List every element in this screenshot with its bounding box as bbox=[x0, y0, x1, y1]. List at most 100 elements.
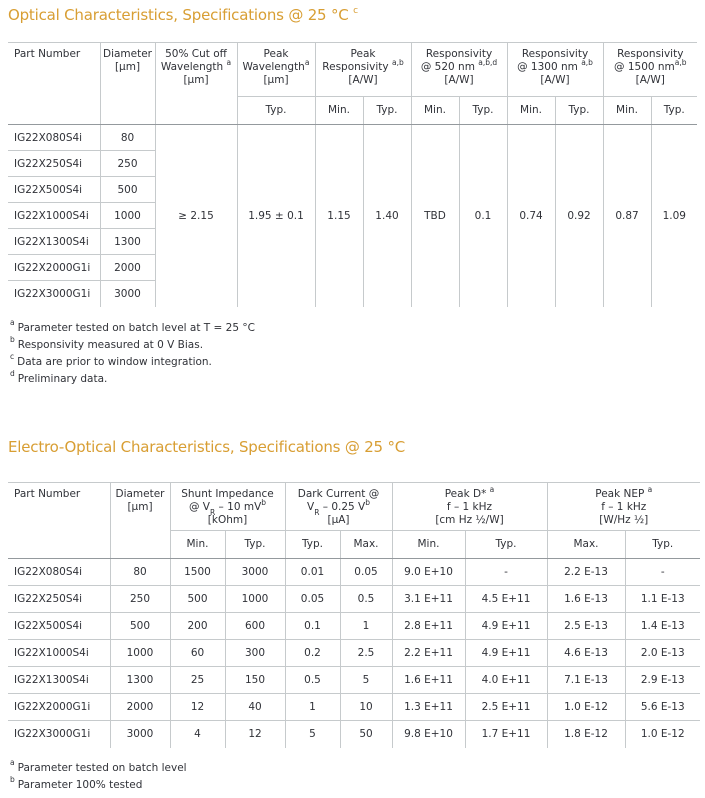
cell-part-number: IG22X500S4i bbox=[8, 176, 100, 203]
cell-dstar-min: 3.1 E+11 bbox=[391, 585, 465, 613]
subheader-typ: Typ. bbox=[224, 530, 285, 559]
cell-dark-typ: 0.5 bbox=[284, 666, 340, 694]
cell-nep-typ: 5.6 E-13 bbox=[624, 693, 701, 721]
cell-shunt-min: 500 bbox=[169, 585, 225, 613]
cell-dstar-typ: 4.9 E+11 bbox=[464, 612, 547, 640]
cell-nep-max: 2.5 E-13 bbox=[546, 612, 625, 640]
table-subheader-row: Min. Typ. Typ. Max. Min. Typ. Max. Typ. bbox=[8, 530, 701, 559]
cell-dstar-typ: 4.9 E+11 bbox=[464, 639, 547, 667]
cell-shunt-typ: 150 bbox=[224, 666, 285, 694]
footnote: a Parameter tested on batch level at T = … bbox=[10, 318, 255, 337]
cell-part-number: IG22X500S4i bbox=[8, 612, 110, 640]
cell-shunt-typ: 300 bbox=[224, 639, 285, 667]
cell-dstar-min: 1.6 E+11 bbox=[391, 666, 465, 694]
table-row: IG22X2000G1i 2000 12 40 1 10 1.3 E+11 2.… bbox=[8, 693, 701, 721]
footnote-text: Preliminary data. bbox=[17, 373, 108, 385]
footnote: d Preliminary data. bbox=[10, 369, 255, 388]
table-row: IG22X250S4i 250 bbox=[8, 150, 697, 177]
cell-cutoff-wavelength: ≥ 2.15 bbox=[154, 124, 237, 307]
table-subheader-row: Typ. Min. Typ. Min. Typ. Min. Typ. Min. … bbox=[8, 96, 698, 125]
cell-shunt-typ: 12 bbox=[224, 720, 285, 748]
cell-nep-max: 7.1 E-13 bbox=[546, 666, 625, 694]
table-row: IG22X3000G1i 3000 4 12 5 50 9.8 E+10 1.7… bbox=[8, 720, 701, 748]
cell-resp-1500-min: 0.87 bbox=[602, 124, 652, 307]
cell-diameter: 500 bbox=[99, 176, 155, 203]
cell-dstar-min: 1.3 E+11 bbox=[391, 693, 465, 721]
footnote-marker: c bbox=[10, 351, 15, 361]
table-row: IG22X080S4i 80 1500 3000 0.01 0.05 9.0 E… bbox=[8, 558, 701, 586]
subheader-min: Min. bbox=[506, 96, 556, 125]
cell-nep-typ: 2.9 E-13 bbox=[624, 666, 701, 694]
table-row: IG22X2000G1i 2000 bbox=[8, 254, 697, 281]
column-header-shunt-impedance: Shunt Impedance @ VR – 10 mVb [kOhm] bbox=[169, 482, 285, 531]
cell-shunt-typ: 40 bbox=[224, 693, 285, 721]
footnote-marker: b bbox=[10, 774, 15, 784]
cell-dstar-min: 2.8 E+11 bbox=[391, 612, 465, 640]
column-header-responsivity-520nm: Responsivity @ 520 nm a,b,d [A/W] bbox=[410, 42, 508, 97]
cell-diameter: 2000 bbox=[109, 693, 170, 721]
cell-nep-typ: 1.0 E-12 bbox=[624, 720, 701, 748]
cell-diameter: 80 bbox=[109, 558, 170, 586]
cell-resp-1500-typ: 1.09 bbox=[650, 124, 698, 307]
table-header-row: Part Number Diameter [μm] 50% Cut off Wave… bbox=[8, 42, 698, 125]
table-row: IG22X1300S4i 1300 25 150 0.5 5 1.6 E+11 … bbox=[8, 666, 701, 694]
footnote-text: Parameter tested on batch level bbox=[17, 762, 187, 774]
cell-part-number: IG22X2000G1i bbox=[8, 693, 110, 721]
subheader-typ: Typ. bbox=[650, 96, 698, 125]
column-header-diameter: Diameter [μm] bbox=[99, 42, 155, 125]
subheader-typ: Typ. bbox=[458, 96, 508, 125]
subheader-min: Min. bbox=[169, 530, 225, 559]
cell-dstar-min: 9.8 E+10 bbox=[391, 720, 465, 748]
cell-dark-max: 0.5 bbox=[339, 585, 392, 613]
cell-resp-1300-min: 0.74 bbox=[506, 124, 556, 307]
footnote: a Parameter tested on batch level bbox=[10, 758, 187, 777]
cell-nep-typ: 1.1 E-13 bbox=[624, 585, 701, 613]
subheader-min: Min. bbox=[391, 530, 465, 559]
cell-dark-typ: 0.2 bbox=[284, 639, 340, 667]
subheader-typ: Typ. bbox=[464, 530, 547, 559]
cell-nep-max: 1.0 E-12 bbox=[546, 693, 625, 721]
cell-shunt-min: 4 bbox=[169, 720, 225, 748]
optical-section-title: Optical Characteristics, Specifications … bbox=[8, 6, 358, 24]
optical-footnotes: a Parameter tested on batch level at T = … bbox=[10, 318, 255, 388]
cell-part-number: IG22X3000G1i bbox=[14, 728, 91, 741]
cell-shunt-min: 25 bbox=[169, 666, 225, 694]
column-header-part-number: Part Number bbox=[8, 482, 110, 559]
subheader-max: Max. bbox=[339, 530, 392, 559]
column-header-cutoff-wavelength: 50% Cut off Wavelength a [μm] bbox=[154, 42, 237, 125]
cell-dstar-typ: 4.0 E+11 bbox=[464, 666, 547, 694]
cell-dark-typ: 1 bbox=[284, 693, 340, 721]
table-row: IG22X080S4i 80 ≥ 2.15 1.95 ± 0.1 1.15 1.… bbox=[8, 124, 698, 307]
cell-nep-max: 2.2 E-13 bbox=[546, 558, 625, 586]
footnote-text: Parameter 100% tested bbox=[17, 779, 143, 791]
subheader-min: Min. bbox=[410, 96, 459, 125]
cell-part-number: IG22X1000S4i bbox=[8, 202, 100, 229]
cell-dark-max: 50 bbox=[339, 720, 392, 748]
cell-peak-wavelength-typ: 1.95 ± 0.1 bbox=[236, 124, 315, 307]
footnote-text: Data are prior to window integration. bbox=[17, 356, 212, 368]
cell-part-number: IG22X2000G1i bbox=[8, 254, 100, 281]
cell-dstar-typ: 1.7 E+11 bbox=[464, 720, 547, 748]
cell-dstar-min: 2.2 E+11 bbox=[391, 639, 465, 667]
cell-nep-typ: - bbox=[624, 558, 701, 586]
footnote: b Parameter 100% tested bbox=[10, 774, 187, 794]
column-header-part-number: Part Number bbox=[8, 42, 100, 125]
optical-table-body: IG22X080S4i 80 ≥ 2.15 1.95 ± 0.1 1.15 1.… bbox=[8, 124, 698, 307]
subheader-min: Min. bbox=[314, 96, 363, 125]
cell-dstar-typ: 2.5 E+11 bbox=[464, 693, 547, 721]
cell-part-number: IG22X3000G1i bbox=[14, 287, 91, 300]
cell-shunt-typ: 3000 bbox=[224, 558, 285, 586]
cell-shunt-min: 1500 bbox=[169, 558, 225, 586]
column-header-peak-responsivity: Peak Responsivity a,b [A/W] bbox=[314, 42, 411, 97]
cell-peak-resp-typ: 1.40 bbox=[362, 124, 411, 307]
cell-nep-typ: 2.0 E-13 bbox=[624, 639, 701, 667]
cell-shunt-min: 12 bbox=[169, 693, 225, 721]
subheader-typ: Typ. bbox=[236, 96, 315, 125]
cell-dark-max: 10 bbox=[339, 693, 392, 721]
cell-diameter: 3000 bbox=[109, 720, 170, 748]
cell-shunt-typ: 1000 bbox=[224, 585, 285, 613]
optical-table-header: Part Number Diameter [μm] 50% Cut off Wave… bbox=[8, 42, 698, 125]
cell-diameter: 250 bbox=[99, 150, 155, 177]
